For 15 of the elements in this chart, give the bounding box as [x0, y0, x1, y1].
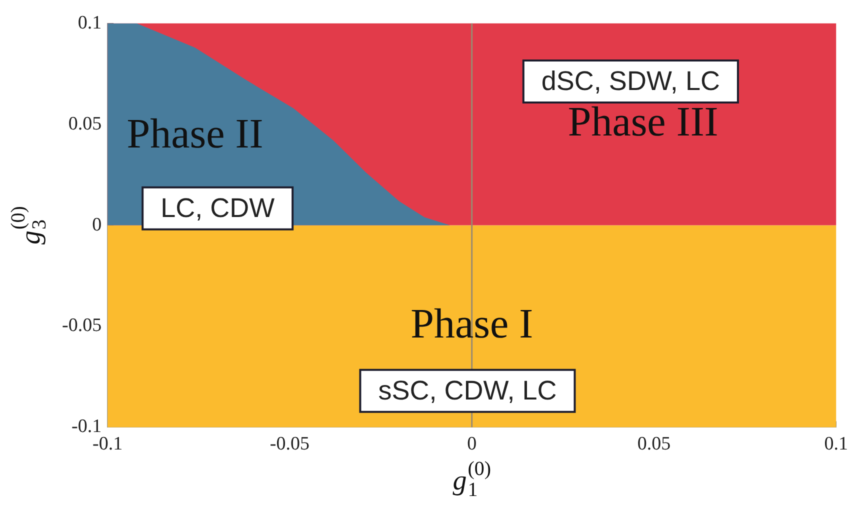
annotation: LC, CDW	[160, 192, 276, 223]
series-label: Phase II	[126, 111, 264, 158]
x-tick-label: 0.1	[824, 434, 848, 455]
x-tick-label: 0	[467, 434, 477, 455]
y-axis-title: g3(0)	[8, 206, 51, 244]
y-tick-label: 0	[92, 214, 102, 236]
band-label: Phase III	[568, 99, 718, 146]
x-tick-label: -0.05	[270, 434, 310, 455]
x-tick-label: 0.05	[637, 434, 671, 455]
band-label: Phase I	[410, 301, 534, 348]
y-tick-label: -0.05	[62, 315, 102, 336]
y-tick-label: 0.05	[68, 113, 102, 134]
annotation: sSC, CDW, LC	[378, 375, 557, 406]
y-tick-label: 0.1	[78, 12, 102, 34]
annotation: dSC, SDW, LC	[541, 66, 720, 96]
